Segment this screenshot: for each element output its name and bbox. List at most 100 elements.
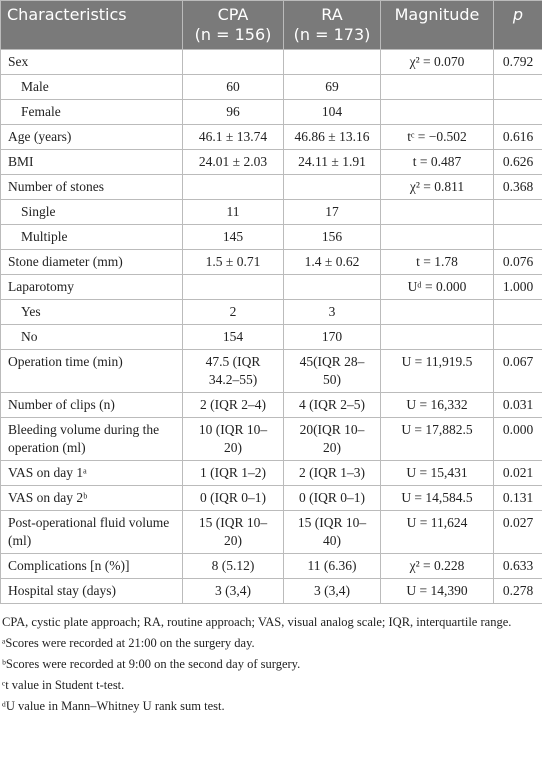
table-cell: t = 1.78: [380, 249, 494, 275]
table-cell: 0.021: [493, 460, 542, 486]
table-cell: [493, 74, 542, 100]
table-cell: 24.11 ± 1.91: [283, 149, 381, 175]
table-cell: 0.616: [493, 124, 542, 150]
header-text: p: [512, 5, 524, 24]
table-row: Laparotomy Uᵈ = 0.000 1.000: [0, 274, 542, 300]
table-cell: 1.000: [493, 274, 542, 300]
table-cell: 47.5 (IQR 34.2–55): [182, 349, 284, 393]
table-cell: Multiple: [0, 224, 183, 250]
table-cell: 0 (IQR 0–1): [182, 485, 284, 511]
table-cell: Operation time (min): [0, 349, 183, 393]
table-cell: χ² = 0.070: [380, 49, 494, 75]
footnote: ᶜt value in Student t-test.: [2, 678, 125, 692]
table-cell: 96: [182, 99, 284, 125]
table-row: Female 96 104: [0, 99, 542, 125]
footnote: ᵈU value in Mann–Whitney U rank sum test…: [2, 699, 225, 713]
header-cell: Magnitude: [380, 0, 494, 50]
table-cell: Age (years): [0, 124, 183, 150]
header-cell: p: [493, 0, 542, 50]
table-cell: Complications [n (%)]: [0, 553, 183, 579]
table-cell: 0.031: [493, 392, 542, 418]
table-row: Operation time (min) 47.5 (IQR 34.2–55) 45…: [0, 349, 542, 393]
table-cell: Yes: [0, 299, 183, 325]
table-row: No 154 170: [0, 324, 542, 350]
table-cell: 2 (IQR 2–4): [182, 392, 284, 418]
footnote: CPA, cystic plate approach; RA, routine …: [2, 615, 512, 629]
table-cell: 11: [182, 199, 284, 225]
table-row: Hospital stay (days) 3 (3,4) 3 (3,4) U = 14…: [0, 578, 542, 604]
table-cell: [283, 174, 381, 200]
table-row: Multiple 145 156: [0, 224, 542, 250]
table-cell: [380, 199, 494, 225]
table-cell: 20(IQR 10–20): [283, 417, 381, 461]
table-cell: 1 (IQR 1–2): [182, 460, 284, 486]
table-cell: 15 (IQR 10–20): [182, 510, 284, 554]
table-body: Sex χ² = 0.070 0.792 Male 60 69 Female 96 104 Age…: [0, 49, 542, 604]
table-cell: [493, 224, 542, 250]
table-cell: 0.368: [493, 174, 542, 200]
table-cell: 0 (IQR 0–1): [283, 485, 381, 511]
table-cell: Bleeding volume during the operation (ml…: [0, 417, 183, 461]
table-row: Number of stones χ² = 0.811 0.368: [0, 174, 542, 200]
table-cell: VAS on day 1ᵃ: [0, 460, 183, 486]
table-cell: U = 14,584.5: [380, 485, 494, 511]
table-row: Number of clips (n) 2 (IQR 2–4) 4 (IQR 2–5…: [0, 392, 542, 418]
table-cell: 3 (3,4): [283, 578, 381, 604]
table-cell: Laparotomy: [0, 274, 183, 300]
footnote: ᵇScores were recorded at 9:00 on the sec…: [2, 657, 301, 671]
table-cell: 170: [283, 324, 381, 350]
table-cell: χ² = 0.811: [380, 174, 494, 200]
table-cell: χ² = 0.228: [380, 553, 494, 579]
header-row: Characteristics CPA (n = 156) RA (n = 173) Ma…: [0, 0, 542, 50]
table-cell: Male: [0, 74, 183, 100]
table-row: Yes 2 3: [0, 299, 542, 325]
table-row: Bleeding volume during the operation (ml…: [0, 417, 542, 461]
table-cell: Number of clips (n): [0, 392, 183, 418]
table-cell: Stone diameter (mm): [0, 249, 183, 275]
table-cell: 0.278: [493, 578, 542, 604]
table-cell: No: [0, 324, 183, 350]
table-row: VAS on day 2ᵇ 0 (IQR 0–1) 0 (IQR 0–1) U = 1…: [0, 485, 542, 511]
table-cell: U = 11,624: [380, 510, 494, 554]
table-cell: 45(IQR 28–50): [283, 349, 381, 393]
table-cell: 2 (IQR 1–3): [283, 460, 381, 486]
table-cell: [493, 299, 542, 325]
table-cell: U = 17,882.5: [380, 417, 494, 461]
table-cell: 11 (6.36): [283, 553, 381, 579]
header-cell: Characteristics: [0, 0, 183, 50]
header-text: (n = 173): [293, 25, 371, 44]
table-cell: 1.5 ± 0.71: [182, 249, 284, 275]
table-cell: Number of stones: [0, 174, 183, 200]
table-cell: VAS on day 2ᵇ: [0, 485, 183, 511]
table-row: Post-operational fluid volume (ml) 15 (IQ…: [0, 510, 542, 554]
table-cell: [380, 74, 494, 100]
table-cell: 46.1 ± 13.74: [182, 124, 284, 150]
header-text: CPA: [217, 5, 249, 24]
table-cell: 46.86 ± 13.16: [283, 124, 381, 150]
table-cell: 1.4 ± 0.62: [283, 249, 381, 275]
table-cell: [380, 224, 494, 250]
table-cell: 69: [283, 74, 381, 100]
table-row: VAS on day 1ᵃ 1 (IQR 1–2) 2 (IQR 1–3) U = 1…: [0, 460, 542, 486]
table-cell: [493, 324, 542, 350]
table-cell: 154: [182, 324, 284, 350]
table-row: Male 60 69: [0, 74, 542, 100]
table-cell: Post-operational fluid volume (ml): [0, 510, 183, 554]
table-cell: Female: [0, 99, 183, 125]
table-cell: t = 0.487: [380, 149, 494, 175]
table-cell: U = 15,431: [380, 460, 494, 486]
table-cell: 4 (IQR 2–5): [283, 392, 381, 418]
table-cell: 0.000: [493, 417, 542, 461]
table-cell: 3: [283, 299, 381, 325]
table-cell: [380, 99, 494, 125]
table-cell: [182, 49, 284, 75]
table-cell: [283, 274, 381, 300]
header-cell: CPA (n = 156): [182, 0, 284, 50]
table-row: BMI 24.01 ± 2.03 24.11 ± 1.91 t = 0.487 0.62…: [0, 149, 542, 175]
table-cell: [182, 274, 284, 300]
table-cell: U = 11,919.5: [380, 349, 494, 393]
table-cell: 0.633: [493, 553, 542, 579]
table-cell: 3 (3,4): [182, 578, 284, 604]
table-cell: 15 (IQR 10–40): [283, 510, 381, 554]
